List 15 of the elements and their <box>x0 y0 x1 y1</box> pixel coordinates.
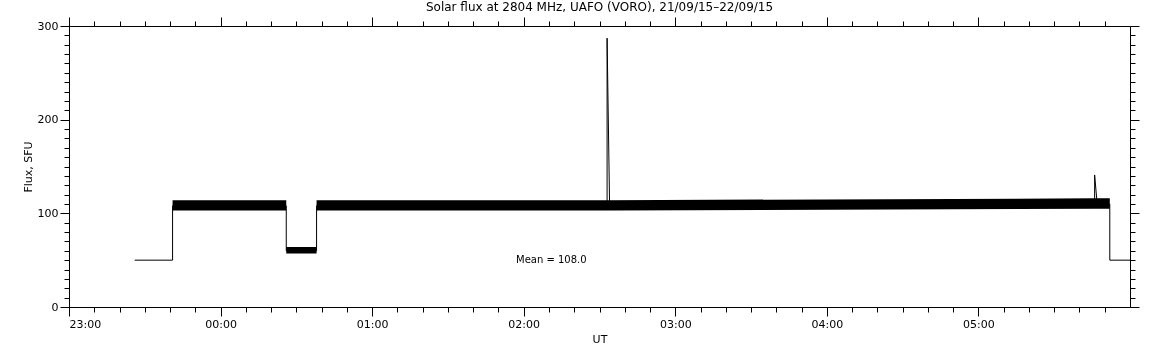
y-tick-label: 200 <box>37 113 59 127</box>
x-tick-label: 00:00 <box>205 317 237 331</box>
x-tick-label: 02:00 <box>508 317 541 331</box>
y-axis-title: Flux, SFU <box>21 141 35 193</box>
y-tick-label: 100 <box>37 206 59 220</box>
x-tick-label: 03:00 <box>659 317 692 331</box>
y-tick-label: 300 <box>37 19 59 33</box>
y-tick-label: 0 <box>51 300 59 314</box>
x-axis-title: UT <box>592 332 608 345</box>
x-tick-label: 05:00 <box>963 317 995 331</box>
x-tick-label: 04:00 <box>811 317 844 331</box>
annotation: Mean = 108.0 <box>516 254 587 265</box>
x-tick-label: 01:00 <box>356 317 389 331</box>
x-tick-label: 23:00 <box>69 317 102 331</box>
chart-title: Solar flux at 2804 MHz, UAFO (VORO), 21/09/15–22/09/15 <box>425 0 774 14</box>
